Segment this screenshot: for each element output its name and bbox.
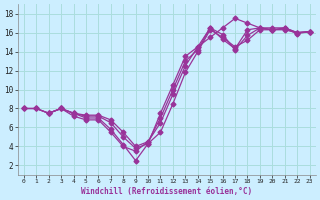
X-axis label: Windchill (Refroidissement éolien,°C): Windchill (Refroidissement éolien,°C) <box>81 187 252 196</box>
